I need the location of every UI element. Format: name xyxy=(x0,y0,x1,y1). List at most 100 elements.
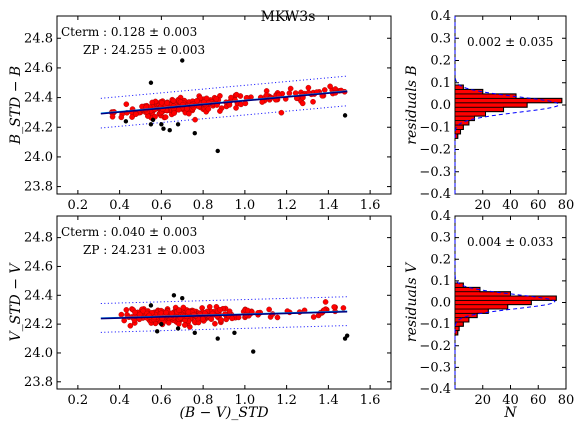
y-tick-label: −0.2 xyxy=(419,339,451,354)
x-tick-label: 1.4 xyxy=(318,393,339,408)
zp-annotation: ZP : 24.255 ± 0.003 xyxy=(83,43,205,57)
x-tick-label: 1.0 xyxy=(235,198,256,213)
y-tick-label: −0.1 xyxy=(419,317,451,332)
outlier-point xyxy=(251,349,256,354)
data-point xyxy=(186,110,192,117)
y-tick-label: −0.4 xyxy=(419,382,451,397)
y-tick-label: 24.2 xyxy=(24,120,53,135)
data-point xyxy=(200,316,206,322)
hist-bar xyxy=(454,93,517,99)
cterm-annotation: Cterm : 0.040 ± 0.003 xyxy=(61,225,197,239)
x-tick-label: 1.2 xyxy=(276,198,297,213)
data-point xyxy=(129,114,135,120)
y-tick-label: 0.3 xyxy=(430,231,451,246)
x-axis-label: N xyxy=(503,405,517,421)
x-tick-label: 0.2 xyxy=(68,393,89,408)
hist-outline xyxy=(455,84,563,139)
hist-bar xyxy=(454,299,532,306)
data-point xyxy=(299,100,306,107)
axes-frame xyxy=(56,215,392,390)
outlier-point xyxy=(342,113,348,118)
data-point xyxy=(322,299,329,305)
outlier-point xyxy=(167,128,172,133)
data-point xyxy=(175,107,182,113)
data-point xyxy=(266,306,272,313)
data-point xyxy=(321,87,328,93)
data-point xyxy=(310,314,317,320)
hist-bar xyxy=(454,102,528,108)
outlier-point xyxy=(344,333,350,338)
fit-line xyxy=(100,90,348,115)
data-point xyxy=(194,97,200,104)
data-point xyxy=(208,316,215,322)
y-tick-label: 24.4 xyxy=(24,288,53,303)
outlier-point xyxy=(232,330,237,335)
outlier-point xyxy=(180,58,185,63)
outlier-point xyxy=(175,326,181,331)
hist-bar xyxy=(454,308,489,314)
outlier-point xyxy=(150,117,156,123)
data-point xyxy=(203,95,210,102)
x-tick-label: 0.8 xyxy=(193,393,214,408)
y-tick-label: 24.8 xyxy=(24,31,53,46)
data-point xyxy=(185,309,192,315)
outlier-point xyxy=(215,336,220,341)
data-point xyxy=(171,110,177,116)
outlier-point xyxy=(161,126,166,131)
y-tick-label: 0.0 xyxy=(430,296,451,311)
outlier-point xyxy=(123,119,129,124)
panel-1: 0.2 0.4 0.6 0.8 1.0 1.2 1.4 1.6 23.8 24.0 24.2 24.4… xyxy=(8,15,392,213)
data-point xyxy=(206,303,213,310)
data-point xyxy=(168,310,175,317)
x-tick-label: 60 xyxy=(530,198,547,213)
residual-annotation: 0.002 ± 0.035 xyxy=(467,35,553,49)
data-point xyxy=(233,91,240,98)
x-tick-label: 0.4 xyxy=(109,393,130,408)
y-tick-label: 0.1 xyxy=(430,76,451,91)
data-point xyxy=(176,321,182,327)
data-point xyxy=(287,85,294,92)
outlier-point xyxy=(159,122,164,127)
y-tick-label: 0.4 xyxy=(430,9,451,24)
panel-4: 20 40 60 80 −0.4 −0.3 −0.2 −0.1 0.0 0.1 0.2 0.3 0.4 r… xyxy=(404,209,574,421)
data-point xyxy=(274,314,281,321)
data-point xyxy=(205,106,212,112)
cterm-annotation: Cterm : 0.128 ± 0.003 xyxy=(61,25,197,39)
y-tick-label: 0.4 xyxy=(430,209,451,224)
outlier-point xyxy=(192,130,197,136)
y-tick-label: −0.3 xyxy=(419,165,451,180)
y-tick-label: 24.0 xyxy=(24,150,53,165)
data-point xyxy=(164,100,170,106)
outlier-point xyxy=(148,80,154,85)
data-point xyxy=(162,114,169,120)
data-point xyxy=(212,320,218,327)
outlier-point xyxy=(148,122,154,127)
x-tick-label: 1.4 xyxy=(318,198,339,213)
y-tick-label: 24.4 xyxy=(24,91,53,106)
data-point xyxy=(163,309,169,316)
x-tick-label: 1.2 xyxy=(276,393,297,408)
figure-title: MKW3s xyxy=(261,9,316,25)
y-tick-label: 23.8 xyxy=(24,180,53,195)
x-tick-label: 80 xyxy=(558,198,575,213)
residual-annotation: 0.004 ± 0.033 xyxy=(467,235,553,249)
data-point xyxy=(123,307,130,313)
y-tick-label: 24.6 xyxy=(24,61,53,76)
data-point xyxy=(133,111,139,117)
x-tick-label: 1.6 xyxy=(360,393,381,408)
gaussian-fit-curve xyxy=(454,216,556,389)
y-tick-label: 24.8 xyxy=(24,231,53,246)
data-point xyxy=(340,305,347,311)
hist-bar xyxy=(454,291,511,297)
x-tick-label: 20 xyxy=(474,393,491,408)
outlier-point xyxy=(155,329,160,334)
y-axis-label: B_STD − B xyxy=(8,66,24,145)
x-tick-label: 20 xyxy=(474,198,491,213)
y-tick-label: 24.0 xyxy=(24,346,53,361)
x-tick-label: 60 xyxy=(530,393,547,408)
data-point xyxy=(228,94,234,101)
data-point xyxy=(176,307,182,313)
data-point xyxy=(180,304,187,311)
x-tick-label: 0.2 xyxy=(68,198,89,213)
